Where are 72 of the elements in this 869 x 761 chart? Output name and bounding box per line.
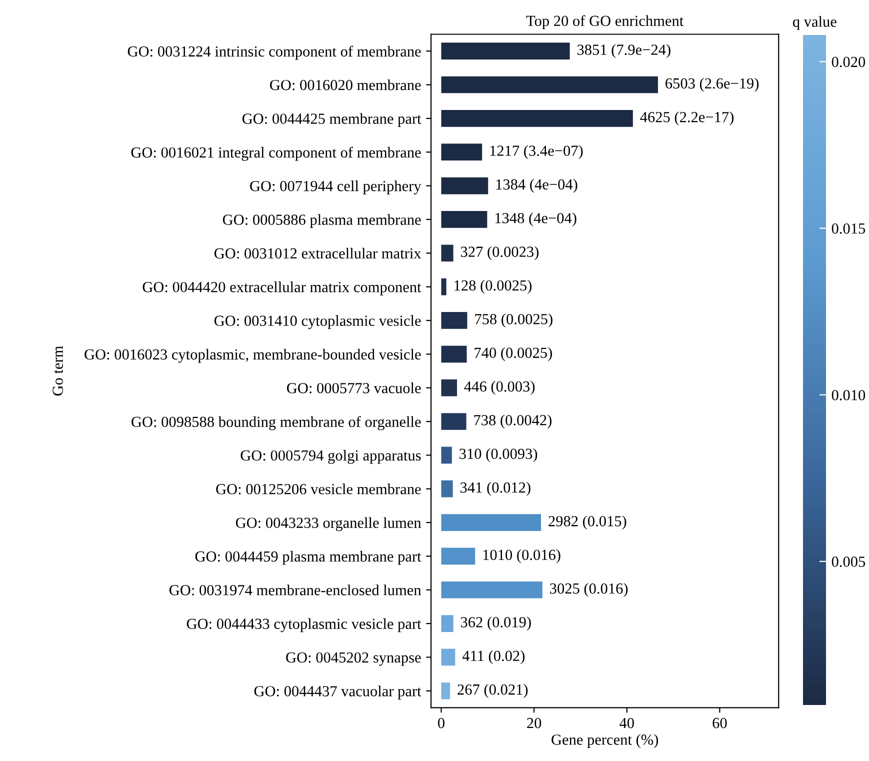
annotation: 267 (0.021)	[458, 684, 528, 698]
y-tick-label: GO: 0098588 bounding membrane of organelle	[132, 416, 421, 430]
color-bar-label: 0.005	[832, 556, 866, 567]
y-tick-label: GO: 0044437 vacuolar part	[254, 686, 422, 700]
y-tick-label: GO: 0016020 membrane	[270, 79, 421, 90]
annotation: 1384 (4e−04)	[496, 178, 578, 193]
bar	[441, 42, 570, 60]
annotation: 128 (0.0025)	[454, 280, 532, 294]
annotation: 446 (0.003)	[464, 380, 535, 395]
color-bar-label: 0.020	[832, 56, 866, 68]
y-tick-label: GO: 0031974 membrane-enclosed lumen	[169, 584, 422, 596]
bar	[441, 581, 542, 598]
y-tick-label: GO: 0031012 extracellular matrix	[214, 248, 422, 259]
x-axis-title: Gene percent (%)	[552, 734, 658, 748]
y-tick-label: GO: 0045202 synapse	[286, 652, 421, 666]
bar	[441, 413, 466, 430]
x-tick-label: 20	[527, 718, 542, 728]
bar	[441, 177, 488, 194]
bar	[441, 648, 456, 666]
y-axis-title: Go term	[52, 346, 63, 396]
y-tick-label: GO: 00125206 vesicle membrane	[216, 484, 421, 494]
annotation: 327 (0.0023)	[460, 246, 538, 260]
bar	[441, 548, 476, 565]
y-tick-label: GO: 0016023 cytoplasmic, membrane-bounded vesicle	[84, 348, 421, 363]
bar	[441, 346, 467, 363]
annotation: 6503 (2.6e−19)	[666, 78, 759, 92]
y-tick-label: GO: 0044433 cytoplasmic vesicle part	[186, 618, 422, 632]
bar	[441, 615, 454, 632]
annotation: 3025 (0.016)	[550, 582, 628, 597]
y-tick-label: GO: 0031410 cytoplasmic vesicle	[214, 315, 421, 330]
y-tick-label: GO: 0044459 plasma membrane part	[195, 550, 422, 565]
color-bar-title: q value	[792, 16, 836, 30]
chart-title: Top 20 of GO enrichment	[526, 15, 684, 30]
y-tick-label: GO: 0043233 organelle lumen	[236, 517, 422, 532]
annotation: 2982 (0.015)	[548, 516, 626, 530]
annotation: 4625 (2.2e−17)	[640, 112, 734, 126]
bar	[441, 379, 458, 396]
bar	[441, 312, 468, 329]
bar	[441, 211, 488, 228]
bar	[441, 244, 454, 262]
bar	[441, 76, 658, 94]
y-tick-label: GO: 0005794 golgi apparatus	[240, 450, 421, 464]
annotation: 362 (0.019)	[460, 616, 531, 630]
annotation: 1348 (4e−04)	[495, 212, 576, 226]
annotation: 1010 (0.016)	[483, 549, 560, 564]
y-tick-label: GO: 0016021 integral component of membrane	[131, 146, 421, 161]
y-tick-label: GO: 0044420 extracellular matrix component	[142, 282, 422, 296]
x-tick-label: 40	[620, 718, 634, 728]
y-tick-label: GO: 0005773 vacuole	[287, 382, 421, 394]
y-tick-label: GO: 0031224 intrinsic component of membrane	[128, 46, 421, 60]
annotation: 310 (0.0093)	[460, 448, 538, 462]
x-tick-label: 60	[712, 718, 727, 728]
annotation: 411 (0.02)	[462, 650, 525, 664]
y-tick-label: GO: 0044425 membrane part	[242, 113, 422, 127]
bar	[441, 682, 450, 700]
bar	[441, 514, 542, 531]
annotation: 738 (0.0042)	[474, 414, 552, 428]
annotation: 341 (0.012)	[460, 482, 530, 496]
bar	[441, 110, 633, 127]
annotation: 740 (0.0025)	[474, 347, 552, 362]
annotation: 3851 (7.9e−24)	[577, 44, 670, 58]
bar	[441, 480, 453, 498]
y-tick-label: GO: 0005886 plasma membrane	[222, 214, 421, 228]
bar	[441, 446, 452, 464]
x-tick-label: 0	[438, 718, 444, 728]
color-bar-label: 0.015	[832, 223, 866, 234]
annotation: 758 (0.0025)	[475, 314, 552, 328]
annotation: 1217 (3.4e−07)	[490, 145, 583, 160]
bar	[441, 278, 446, 296]
color-bar-label: 0.010	[832, 390, 866, 400]
y-tick-label: GO: 0071944 cell periphery	[250, 180, 422, 194]
bar	[441, 144, 482, 161]
